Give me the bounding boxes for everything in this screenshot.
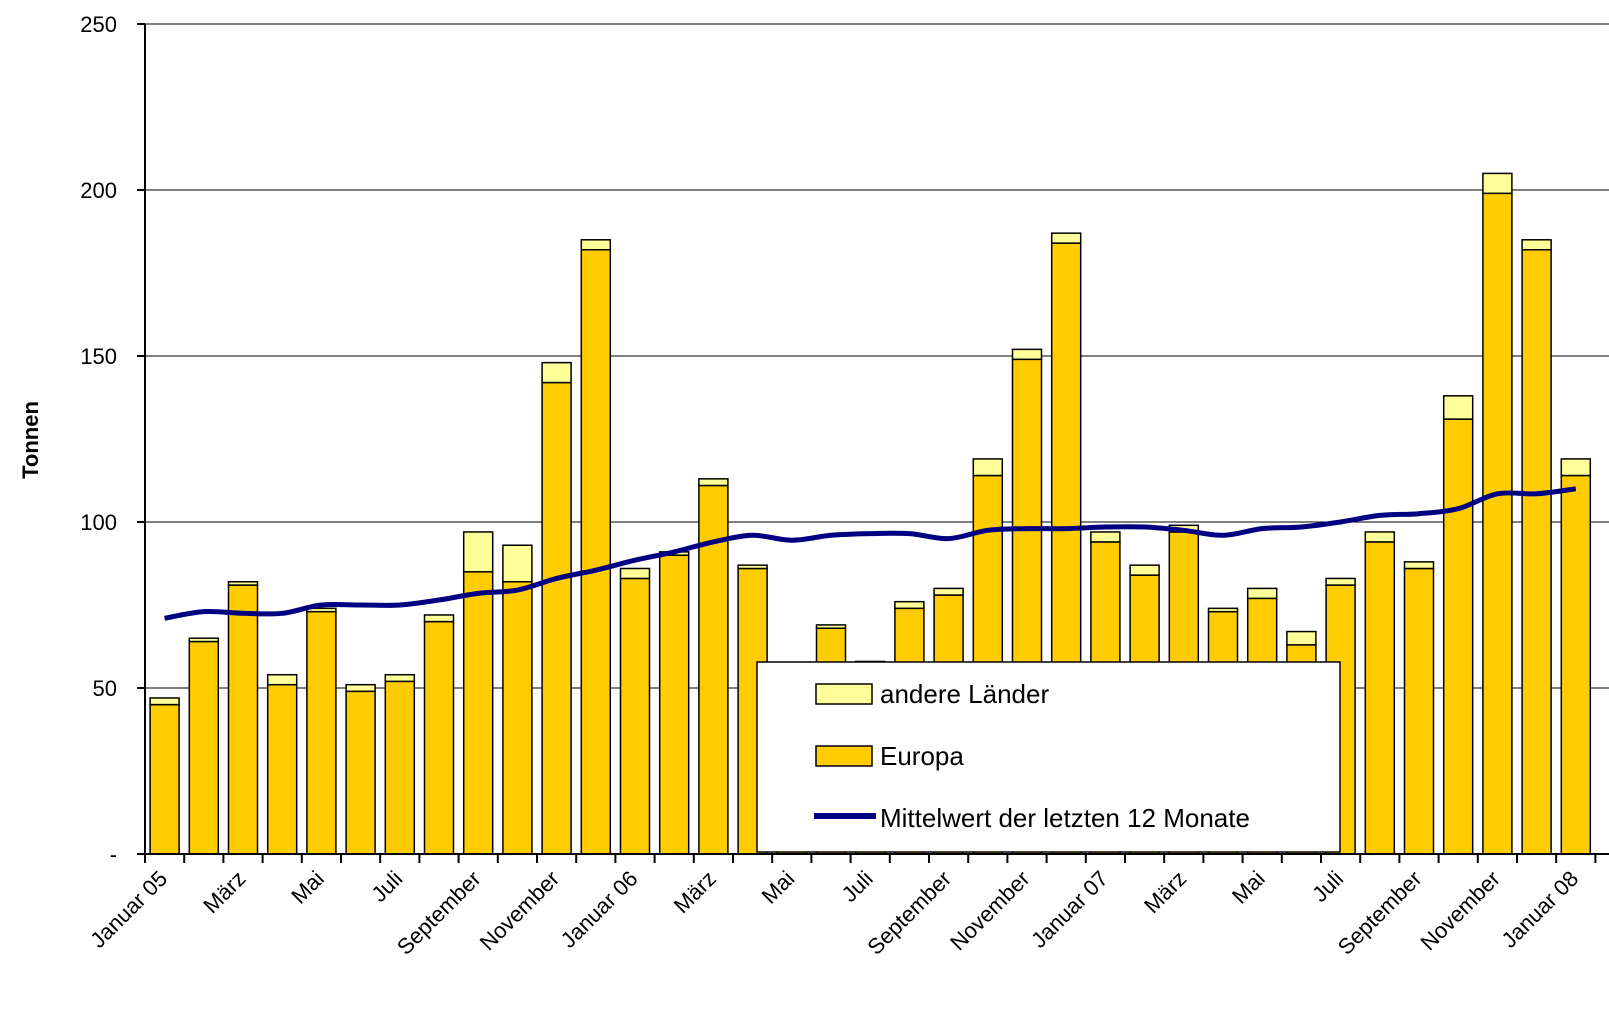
x-tick-label: November xyxy=(1415,866,1504,955)
bar-andere-laender-30 xyxy=(1326,578,1355,585)
bar-europa-9 xyxy=(503,582,532,854)
bar-andere-laender-34 xyxy=(1483,173,1512,193)
y-tick-label: 200 xyxy=(80,178,117,203)
bar-europa-33 xyxy=(1444,419,1473,854)
y-tick-label: 100 xyxy=(80,510,117,535)
bar-andere-laender-0 xyxy=(150,698,179,705)
bar-andere-laender-11 xyxy=(581,240,610,250)
bar-andere-laender-1 xyxy=(189,638,218,641)
bar-europa-12 xyxy=(621,578,650,854)
legend-swatch-europa xyxy=(816,746,872,766)
x-tick-label: Januar 05 xyxy=(85,866,172,953)
x-tick-label: Januar 06 xyxy=(556,866,643,953)
bar-europa-7 xyxy=(425,622,454,854)
legend-label-mittelwert-der-letzten-12-monate: Mittelwert der letzten 12 Monate xyxy=(880,803,1250,833)
x-tick-label: Januar 07 xyxy=(1026,866,1113,953)
x-tick-label: März xyxy=(669,866,721,918)
bar-andere-laender-28 xyxy=(1248,588,1277,598)
x-tick-label: März xyxy=(198,866,250,918)
bar-andere-laender-29 xyxy=(1287,632,1316,645)
line-mittelwert xyxy=(165,489,1576,618)
x-tick-label: Juli xyxy=(837,866,878,907)
bar-europa-13 xyxy=(660,555,689,854)
bar-andere-laender-10 xyxy=(542,363,571,383)
y-tick-label: - xyxy=(110,842,117,867)
bar-andere-laender-20 xyxy=(934,588,963,595)
bar-europa-6 xyxy=(385,681,414,854)
bar-europa-0 xyxy=(150,705,179,854)
bar-europa-10 xyxy=(542,383,571,854)
bar-europa-31 xyxy=(1365,542,1394,854)
bar-europa-34 xyxy=(1483,193,1512,854)
bar-andere-laender-12 xyxy=(621,568,650,578)
bar-andere-laender-14 xyxy=(699,479,728,486)
bar-andere-laender-33 xyxy=(1444,396,1473,419)
bar-andere-laender-2 xyxy=(229,582,258,585)
bar-andere-laender-7 xyxy=(425,615,454,622)
bar-europa-36 xyxy=(1561,476,1590,854)
bar-andere-laender-15 xyxy=(738,565,767,568)
x-tick-label: Januar 08 xyxy=(1496,866,1583,953)
bar-andere-laender-24 xyxy=(1091,532,1120,542)
y-axis-label: Tonnen xyxy=(18,401,43,479)
x-tick-label: November xyxy=(945,866,1034,955)
bar-andere-laender-31 xyxy=(1365,532,1394,542)
bar-andere-laender-23 xyxy=(1052,233,1081,243)
bar-andere-laender-17 xyxy=(817,625,846,628)
bar-andere-laender-25 xyxy=(1130,565,1159,575)
bar-andere-laender-32 xyxy=(1405,562,1434,569)
bar-europa-1 xyxy=(189,642,218,854)
x-tick-label: September xyxy=(862,866,956,960)
bar-andere-laender-35 xyxy=(1522,240,1551,250)
bar-europa-4 xyxy=(307,612,336,854)
x-tick-label: März xyxy=(1139,866,1191,918)
y-tick-label: 50 xyxy=(93,676,117,701)
legend-label-europa: Europa xyxy=(880,741,964,771)
bar-andere-laender-22 xyxy=(1013,349,1042,359)
x-tick-label: Mai xyxy=(757,866,800,909)
bar-andere-laender-6 xyxy=(385,675,414,682)
x-tick-label: Mai xyxy=(1227,866,1270,909)
bar-europa-3 xyxy=(268,685,297,854)
y-tick-label: 250 xyxy=(80,12,117,37)
bar-andere-laender-5 xyxy=(346,685,375,692)
bar-andere-laender-36 xyxy=(1561,459,1590,476)
x-tick-label: September xyxy=(1333,866,1427,960)
bar-europa-8 xyxy=(464,572,493,854)
bar-europa-2 xyxy=(229,585,258,854)
bar-andere-laender-9 xyxy=(503,545,532,582)
bar-andere-laender-8 xyxy=(464,532,493,572)
legend-swatch-andere-l-nder xyxy=(816,684,872,704)
x-tick-label: September xyxy=(392,866,486,960)
bar-europa-11 xyxy=(581,250,610,854)
legend-label-andere-l-nder: andere Länder xyxy=(880,679,1049,709)
average-line-group xyxy=(165,489,1576,618)
bar-europa-32 xyxy=(1405,568,1434,854)
x-tick-label: Juli xyxy=(1307,866,1348,907)
bar-andere-laender-21 xyxy=(973,459,1002,476)
legend: andere Länder Europa Mittelwert der letzte… xyxy=(757,662,1340,852)
x-tick-label: November xyxy=(475,866,564,955)
x-tick-label: Mai xyxy=(286,866,329,909)
bar-andere-laender-19 xyxy=(895,602,924,609)
bar-europa-5 xyxy=(346,691,375,854)
bar-europa-35 xyxy=(1522,250,1551,854)
bar-andere-laender-3 xyxy=(268,675,297,685)
bar-andere-laender-27 xyxy=(1209,608,1238,611)
y-tick-label: 150 xyxy=(80,344,117,369)
x-tick-label: Juli xyxy=(366,866,407,907)
